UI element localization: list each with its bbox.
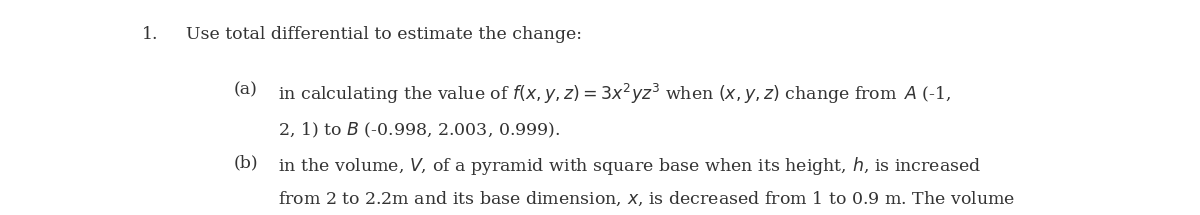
Text: 1.: 1.: [142, 26, 158, 43]
Text: Use total differential to estimate the change:: Use total differential to estimate the c…: [186, 26, 582, 43]
Text: (b): (b): [234, 155, 259, 172]
Text: (a): (a): [234, 82, 258, 99]
Text: in calculating the value of $f(x, y, z) = 3x^2yz^3$ when $(x, y, z)$ change from: in calculating the value of $f(x, y, z) …: [278, 82, 952, 106]
Text: in the volume, $V$, of a pyramid with square base when its height, $h$, is incre: in the volume, $V$, of a pyramid with sq…: [278, 155, 982, 177]
Text: from 2 to 2.2m and its base dimension, $x$, is decreased from 1 to 0.9 m. The vo: from 2 to 2.2m and its base dimension, $…: [278, 189, 1015, 207]
Text: 2, 1) to $B$ (-0.998, 2.003, 0.999).: 2, 1) to $B$ (-0.998, 2.003, 0.999).: [278, 120, 560, 140]
